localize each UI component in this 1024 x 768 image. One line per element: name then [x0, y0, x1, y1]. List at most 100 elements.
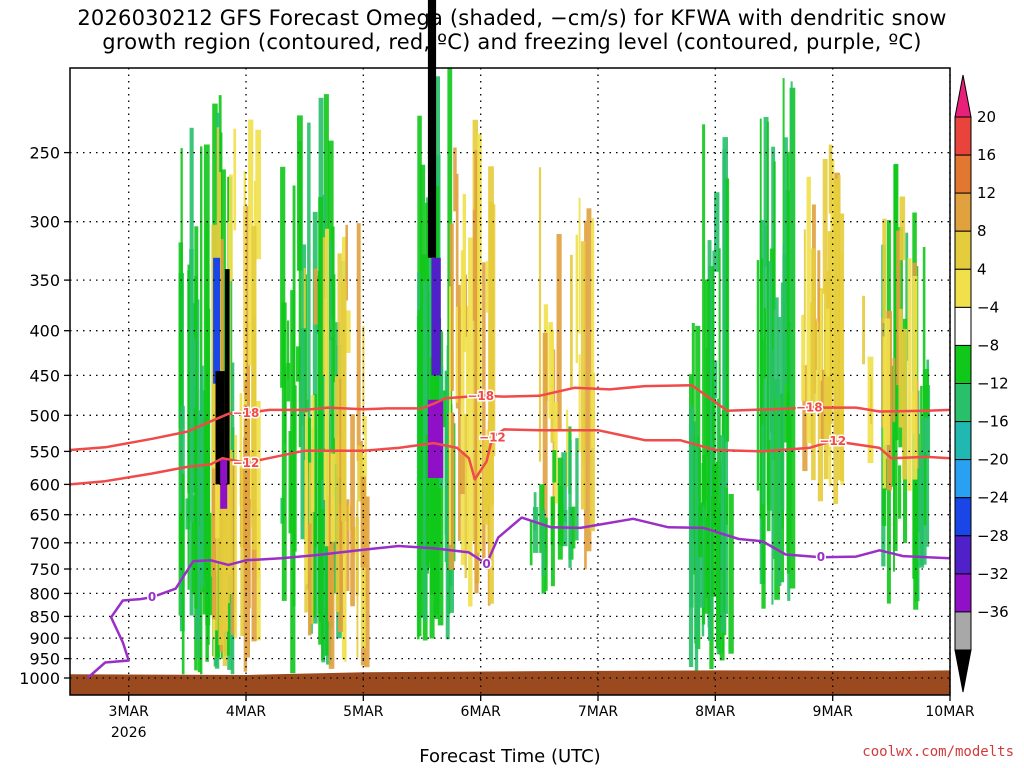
omega-cell: [324, 298, 327, 449]
omega-cell: [325, 228, 329, 547]
credit-text[interactable]: coolwx.com/modelts: [862, 744, 1014, 760]
omega-cell: [698, 502, 703, 558]
omega-cell: [287, 320, 290, 380]
omega-cell: [884, 318, 891, 445]
omega-cell: [181, 473, 185, 675]
omega-cell: [831, 159, 835, 256]
colorbar-swatch: [954, 573, 972, 613]
omega-cell: [782, 78, 785, 377]
omega-cell: [194, 226, 199, 609]
contour-label-0: 0: [817, 550, 825, 564]
omega-cell: [817, 250, 821, 330]
omega-cell: [925, 385, 931, 458]
omega-cell: [322, 237, 326, 377]
omega-cell: [898, 308, 903, 428]
colorbar-label: −8: [977, 336, 999, 354]
omega-cell: [720, 460, 724, 634]
y-tick-label: 1000: [19, 669, 60, 688]
omega-cell: [464, 414, 468, 578]
colorbar-swatch: [954, 611, 972, 651]
omega-cell: [230, 462, 236, 635]
omega-cell: [332, 275, 335, 573]
omega-cell: [544, 517, 548, 591]
colorbar-swatch: [954, 421, 972, 461]
omega-cell: [298, 141, 302, 448]
x-axis-label: Forecast Time (UTC): [419, 746, 601, 767]
colorbar-label: −36: [977, 603, 1009, 621]
omega-cell: [440, 390, 446, 428]
omega-cell: [197, 299, 200, 658]
omega-core-cell: [220, 458, 228, 509]
omega-cell: [357, 445, 363, 502]
omega-core-cell: [215, 371, 225, 485]
omega-core-cell: [427, 0, 437, 258]
omega-cell: [485, 261, 489, 313]
omega-core-cell: [213, 257, 221, 384]
omega-cell: [448, 412, 455, 570]
omega-cell: [558, 504, 564, 546]
y-tick-label: 500: [29, 406, 60, 425]
omega-cell: [570, 254, 573, 389]
omega-cell: [345, 224, 348, 301]
omega-cell: [337, 253, 342, 478]
omega-cell: [774, 297, 779, 399]
omega-cell: [806, 176, 811, 444]
omega-core-cell: [224, 269, 230, 485]
omega-cell: [722, 149, 726, 633]
omega-cell: [298, 217, 302, 271]
omega-cell: [335, 438, 340, 612]
colorbar-label: −16: [977, 413, 1009, 431]
omega-cell: [225, 390, 230, 604]
omega-cell: [823, 280, 829, 480]
omega-cell: [761, 407, 766, 609]
omega-cell: [782, 244, 785, 510]
omega-cell: [323, 450, 327, 500]
colorbar-label: 8: [977, 222, 987, 240]
omega-cell: [822, 159, 828, 294]
colorbar-label: −4: [977, 298, 999, 316]
omega-cell: [321, 509, 324, 661]
omega-cell: [817, 288, 823, 502]
omega-cell: [714, 192, 720, 272]
colorbar-swatch: [954, 154, 972, 194]
omega-cell: [763, 117, 769, 267]
omega-cell: [779, 393, 785, 583]
x-tick-label: 6MAR: [461, 704, 502, 720]
contour-label--12: −12: [479, 430, 506, 444]
omega-cell: [472, 209, 478, 321]
omega-cell: [229, 174, 233, 282]
omega-cell: [222, 382, 227, 666]
colorbar-swatch: [954, 268, 972, 308]
omega-cell: [341, 281, 347, 522]
omega-cell: [483, 445, 489, 525]
omega-cell: [255, 129, 261, 260]
omega-cell: [811, 248, 816, 481]
omega-cell: [246, 322, 250, 658]
colorbar-swatch: [954, 497, 972, 537]
omega-cell: [482, 262, 486, 561]
omega-cell: [281, 302, 287, 601]
omega-cell: [426, 197, 432, 395]
colorbar-swatch: [954, 383, 972, 423]
omega-cell: [344, 430, 347, 662]
omega-cell: [711, 496, 717, 597]
omega-cell: [766, 121, 769, 506]
omega-cell: [533, 492, 537, 531]
x-tick-year-label: 2026: [111, 725, 147, 741]
colorbar-swatch: [954, 459, 972, 499]
omega-cell: [771, 349, 774, 605]
omega-cell: [317, 271, 320, 614]
y-axis: 250 300 350 400 450 500 550 600 650 700 750 800 850 9…: [19, 144, 70, 688]
y-tick-label: 700: [29, 534, 60, 553]
omega-cell: [802, 365, 808, 472]
contour-label--12: −12: [233, 456, 260, 470]
omega-cell: [305, 412, 308, 585]
omega-cell: [449, 286, 451, 545]
colorbar-swatch: [954, 306, 972, 346]
omega-cell: [889, 365, 895, 487]
omega-cell: [529, 519, 533, 566]
colorbar-swatch: [954, 230, 972, 270]
omega-cell: [575, 438, 579, 541]
omega-cell: [763, 308, 766, 378]
omega-cell: [702, 124, 706, 625]
